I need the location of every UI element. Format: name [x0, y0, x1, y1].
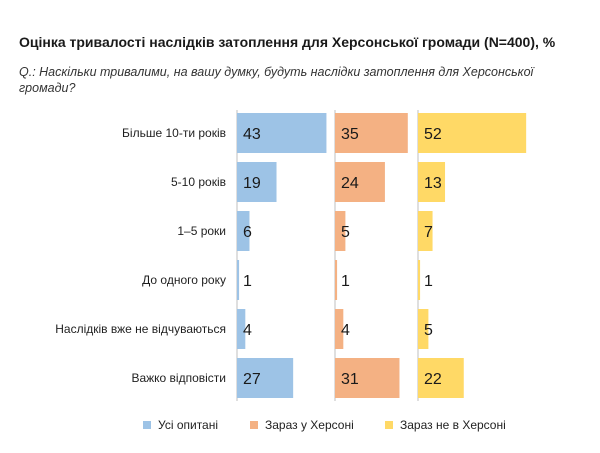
value-label-all-hard-to-say: 27	[243, 371, 261, 388]
bar-in-kherson-hard-to-say	[335, 358, 400, 398]
bar-not-in-kherson-no-longer-felt	[418, 309, 429, 349]
legend-label-not-in-kherson: Зараз не в Херсоні	[400, 418, 506, 432]
bar-all-under-1-year	[237, 260, 240, 300]
value-label-not-in-kherson-no-longer-felt: 5	[424, 322, 433, 339]
bar-all-1-5-years	[237, 211, 250, 251]
bar-not-in-kherson-5-10-years	[418, 162, 446, 202]
bar-in-kherson-under-1-year	[335, 260, 338, 300]
value-label-not-in-kherson-5-10-years: 13	[424, 175, 442, 192]
bar-all-no-longer-felt	[237, 309, 246, 349]
value-label-all-more-10-years: 43	[243, 126, 261, 143]
bar-not-in-kherson-1-5-years	[418, 211, 433, 251]
value-label-in-kherson-no-longer-felt: 4	[341, 322, 350, 339]
legend-swatch-not-in-kherson	[385, 421, 393, 429]
value-label-not-in-kherson-under-1-year: 1	[424, 273, 433, 290]
value-label-not-in-kherson-1-5-years: 7	[424, 224, 433, 241]
value-label-not-in-kherson-more-10-years: 52	[424, 126, 442, 143]
bar-all-5-10-years	[237, 162, 277, 202]
legend: Усі опитані Зараз у Херсоні Зараз не в Х…	[0, 418, 600, 438]
legend-item-all: Усі опитані	[143, 418, 218, 432]
bar-all-more-10-years	[237, 113, 327, 153]
value-label-in-kherson-5-10-years: 24	[341, 175, 359, 192]
category-label-more-10-years: Більше 10-ти років	[122, 126, 226, 140]
bar-in-kherson-no-longer-felt	[335, 309, 344, 349]
value-label-in-kherson-1-5-years: 5	[341, 224, 350, 241]
value-label-in-kherson-more-10-years: 35	[341, 126, 359, 143]
value-label-all-under-1-year: 1	[243, 273, 252, 290]
legend-item-in-kherson: Зараз у Херсоні	[250, 418, 354, 432]
value-label-in-kherson-hard-to-say: 31	[341, 371, 359, 388]
value-label-in-kherson-under-1-year: 1	[341, 273, 350, 290]
legend-label-all: Усі опитані	[158, 418, 219, 432]
legend-swatch-all	[143, 421, 151, 429]
chart-title: Оцінка тривалості наслідків затоплення д…	[19, 34, 556, 50]
category-label-no-longer-felt: Наслідків вже не відчуваються	[55, 322, 226, 336]
legend-item-not-in-kherson: Зараз не в Херсоні	[385, 418, 506, 432]
value-label-all-1-5-years: 6	[243, 224, 252, 241]
category-label-1-5-years: 1–5 роки	[177, 224, 226, 238]
bar-in-kherson-5-10-years	[335, 162, 385, 202]
category-label-5-10-years: 5-10 років	[171, 175, 226, 189]
value-label-not-in-kherson-hard-to-say: 22	[424, 371, 442, 388]
legend-swatch-in-kherson	[250, 421, 258, 429]
bar-in-kherson-1-5-years	[335, 211, 346, 251]
bar-all-hard-to-say	[237, 358, 294, 398]
bar-not-in-kherson-more-10-years	[418, 113, 527, 153]
bar-not-in-kherson-under-1-year	[418, 260, 421, 300]
bar-in-kherson-more-10-years	[335, 113, 408, 153]
bar-not-in-kherson-hard-to-say	[418, 358, 464, 398]
category-label-hard-to-say: Важко відповісти	[131, 371, 226, 385]
legend-label-in-kherson: Зараз у Херсоні	[265, 418, 354, 432]
value-label-all-no-longer-felt: 4	[243, 322, 252, 339]
survey-question: Q.: Наскільки тривалими, на вашу думку, …	[19, 65, 534, 95]
category-label-under-1-year: До одного року	[142, 273, 226, 287]
value-label-all-5-10-years: 19	[243, 175, 261, 192]
